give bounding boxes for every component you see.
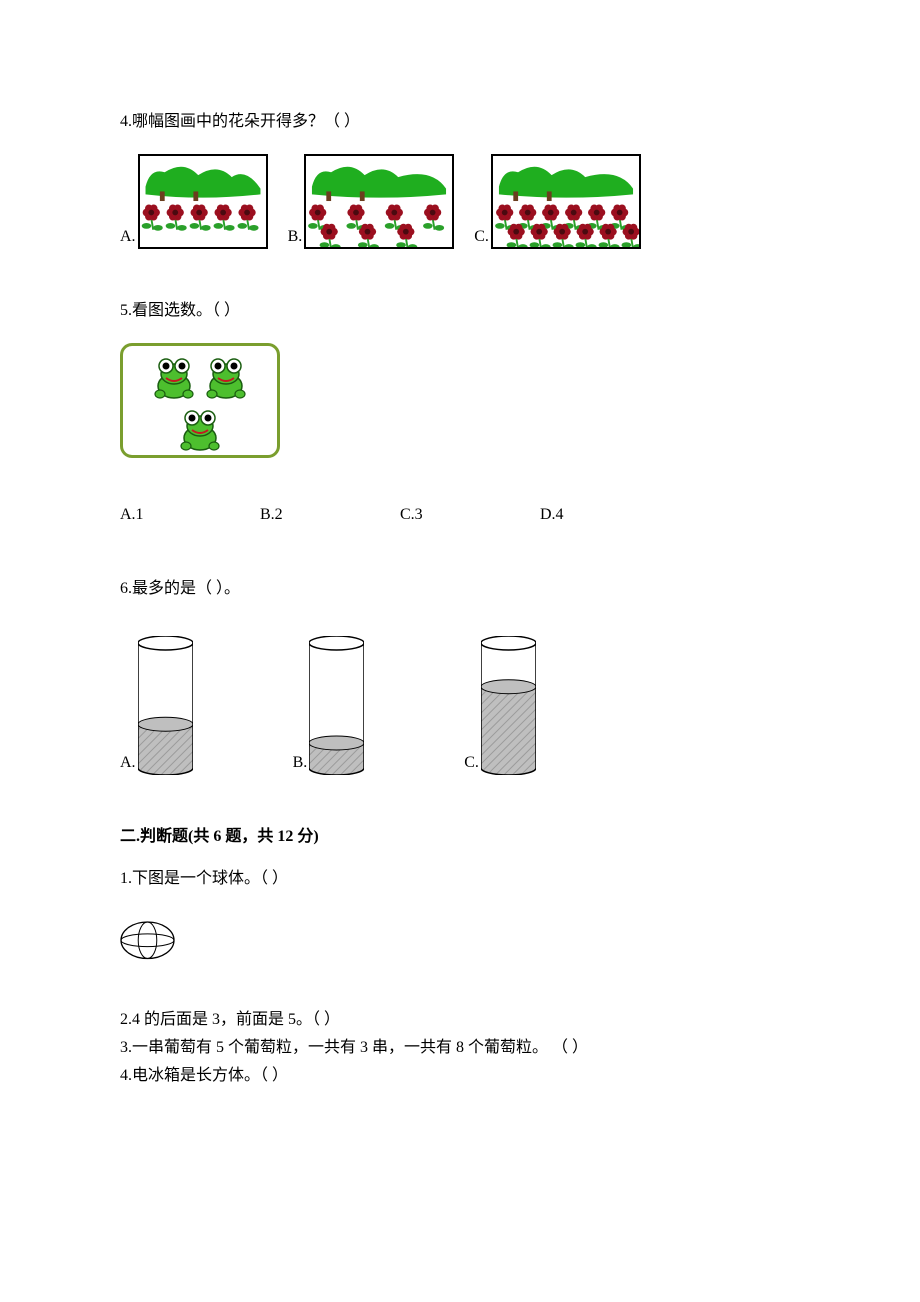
cylinder-c-icon <box>481 636 536 775</box>
q6-option-c[interactable]: C. <box>464 636 536 775</box>
q6-option-b[interactable]: B. <box>293 636 365 775</box>
flowers-picture-c-icon <box>491 154 641 249</box>
q5-option-b[interactable]: B.2 <box>260 503 400 527</box>
q5-text: 5.看图选数。（ ） <box>120 299 800 323</box>
q6-b-label: B. <box>293 751 308 775</box>
sphere-icon <box>120 921 175 960</box>
q6-c-label: C. <box>464 751 479 775</box>
question-6: 6.最多的是（ ）。 A. B. C. <box>120 577 800 775</box>
frogs-picture-icon <box>120 343 280 458</box>
flowers-picture-a-icon <box>138 154 268 249</box>
q5-option-a[interactable]: A.1 <box>120 503 260 527</box>
section-2: 二.判断题(共 6 题，共 12 分) 1.下图是一个球体。（ ） 2.4 的后… <box>120 825 800 1088</box>
q6-a-label: A. <box>120 751 136 775</box>
tf-q1: 1.下图是一个球体。（ ） <box>120 867 800 891</box>
q6-options: A. B. C. <box>120 636 800 775</box>
question-4: 4.哪幅图画中的花朵开得多？（ ） A. B. C. <box>120 110 800 249</box>
q5-option-c[interactable]: C.3 <box>400 503 540 527</box>
section-2-title: 二.判断题(共 6 题，共 12 分) <box>120 825 800 849</box>
q4-c-label: C. <box>474 225 489 249</box>
q4-option-c[interactable]: C. <box>474 154 641 249</box>
sphere-figure <box>120 921 800 968</box>
q4-text: 4.哪幅图画中的花朵开得多？（ ） <box>120 110 800 134</box>
q4-options: A. B. C. <box>120 154 800 249</box>
tf-q4: 4.电冰箱是长方体。（ ） <box>120 1064 800 1088</box>
tf-q2: 2.4 的后面是 3，前面是 5。（ ） <box>120 1008 800 1032</box>
flowers-picture-b-icon <box>304 154 454 249</box>
cylinder-b-icon <box>309 636 364 775</box>
q6-option-a[interactable]: A. <box>120 636 193 775</box>
q6-text: 6.最多的是（ ）。 <box>120 577 800 601</box>
cylinder-a-icon <box>138 636 193 775</box>
q5-option-d[interactable]: D.4 <box>540 503 680 527</box>
q4-a-label: A. <box>120 225 136 249</box>
tf-q3: 3.一串葡萄有 5 个葡萄粒，一共有 3 串，一共有 8 个葡萄粒。 （ ） <box>120 1036 800 1060</box>
q4-option-a[interactable]: A. <box>120 154 268 249</box>
q5-options: A.1 B.2 C.3 D.4 <box>120 503 680 527</box>
question-5: 5.看图选数。（ ） A.1 B.2 C.3 D.4 <box>120 299 800 527</box>
q4-option-b[interactable]: B. <box>288 154 455 249</box>
q4-b-label: B. <box>288 225 303 249</box>
